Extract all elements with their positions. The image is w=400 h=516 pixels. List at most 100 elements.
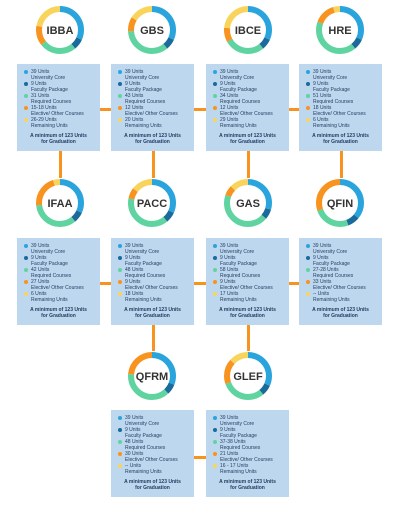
unit-label: Elective/ Other Courses (220, 457, 273, 463)
unit-item-core: 39 Units University Core (118, 243, 191, 255)
program-name: GBS (140, 25, 164, 37)
unit-value: 39 Units (125, 69, 144, 75)
unit-label: Faculty Package (125, 87, 162, 93)
unit-label: University Core (125, 249, 160, 255)
row-connector-line (17, 108, 382, 111)
unit-item-required: 42 Units Required Courses (24, 267, 97, 279)
unit-value: 30 Units (125, 451, 144, 457)
legend-dot-icon (118, 256, 122, 260)
unit-value: 9 Units (220, 81, 236, 87)
program-donut-qfin: QFIN (315, 178, 365, 228)
program-card-qfin: 39 Units University Core 9 Units Faculty Pa… (299, 238, 382, 325)
unit-item-elective: 27 Units Elective/ Other Courses (24, 279, 97, 291)
legend-dot-icon (306, 268, 310, 272)
graduation-requirement: A minimum of 123 Units for Graduation (312, 133, 369, 145)
legend-dot-icon (306, 244, 310, 248)
unit-label: Required Courses (220, 445, 261, 451)
donut-segment-remaining (36, 6, 84, 54)
vertical-connector (152, 325, 155, 353)
donut-segment-remaining (224, 352, 272, 400)
legend-dot-icon (118, 106, 122, 110)
unit-value: 9 Units (125, 81, 141, 87)
legend-dot-icon (24, 94, 28, 98)
unit-value: 15-18 Units (31, 105, 57, 111)
unit-value: 39 Units (31, 69, 50, 75)
legend-dot-icon (118, 292, 122, 296)
unit-label: Required Courses (125, 99, 166, 105)
program-donut-pacc: PACC (127, 178, 177, 228)
unit-item-required: 37-38 Units Required Courses (213, 439, 286, 451)
unit-value: 37-38 Units (220, 439, 246, 445)
unit-value: 58 Units (220, 267, 239, 273)
unit-label: University Core (220, 421, 255, 427)
donut-segment-elective (224, 6, 272, 54)
unit-label: Remaining Units (31, 123, 68, 129)
unit-value: 39 Units (31, 243, 50, 249)
legend-dot-icon (306, 82, 310, 86)
unit-label: Faculty Package (220, 261, 257, 267)
unit-value: 39 Units (220, 69, 239, 75)
unit-item-core: 39 Units University Core (213, 69, 286, 81)
legend-dot-icon (24, 268, 28, 272)
unit-label: University Core (125, 75, 160, 81)
unit-value: 9 Units (31, 81, 47, 87)
unit-value: 29 Units (220, 117, 239, 123)
unit-item-required: 48 Units Required Courses (118, 439, 191, 451)
program-name: HRE (328, 25, 351, 37)
legend-dot-icon (213, 106, 217, 110)
program-name: IFAA (47, 198, 72, 210)
unit-item-elective: 12 Units Elective/ Other Courses (118, 105, 191, 117)
program-donut-ibce: IBCE (223, 5, 273, 55)
unit-item-elective: 18 Units Elective/ Other Courses (306, 105, 379, 117)
unit-label: Remaining Units (220, 297, 257, 303)
unit-value: 9 Units (313, 81, 329, 87)
unit-item-elective: 21 Units Elective/ Other Courses (213, 451, 286, 463)
unit-value: 39 Units (125, 243, 144, 249)
donut-segment-required (316, 179, 364, 227)
graduation-requirement: A minimum of 123 Units for Graduation (124, 307, 181, 319)
graduation-requirement: A minimum of 123 Units for Graduation (219, 307, 276, 319)
unit-label: Required Courses (125, 445, 166, 451)
program-name: GAS (236, 198, 260, 210)
unit-item-elective: 30 Units Elective/ Other Courses (118, 451, 191, 463)
legend-dot-icon (24, 82, 28, 86)
unit-label: Faculty Package (313, 261, 350, 267)
legend-dot-icon (118, 94, 122, 98)
unit-item-remaining: -- Units Remaining Units (118, 463, 191, 475)
unit-label: Elective/ Other Courses (220, 111, 273, 117)
unit-value: 17 Units (220, 291, 239, 297)
legend-dot-icon (118, 268, 122, 272)
unit-item-elective: 9 Units Elective/ Other Courses (118, 279, 191, 291)
unit-label: University Core (31, 75, 66, 81)
unit-item-remaining: 29 Units Remaining Units (213, 117, 286, 129)
unit-item-faculty: 9 Units Faculty Package (306, 81, 379, 93)
unit-value: 12 Units (125, 105, 144, 111)
unit-value: 39 Units (313, 243, 332, 249)
legend-dot-icon (213, 82, 217, 86)
donut-segment-remaining (128, 6, 176, 54)
unit-value: 27-28 Units (313, 267, 339, 273)
donut-segment-elective (316, 179, 364, 227)
unit-label: Remaining Units (125, 297, 162, 303)
unit-value: 9 Units (220, 279, 236, 285)
unit-value: 21 Units (220, 451, 239, 457)
legend-dot-icon (24, 70, 28, 74)
program-donut-gbs: GBS (127, 5, 177, 55)
legend-dot-icon (118, 464, 122, 468)
unit-value: 6 Units (313, 117, 329, 123)
unit-value: 39 Units (125, 415, 144, 421)
donut-segment-elective (128, 6, 176, 54)
legend-dot-icon (213, 256, 217, 260)
unit-item-faculty: 9 Units Faculty Package (24, 255, 97, 267)
unit-item-faculty: 9 Units Faculty Package (118, 427, 191, 439)
program-card-gas: 39 Units University Core 9 Units Faculty Pa… (206, 238, 289, 325)
unit-item-faculty: 9 Units Faculty Package (118, 81, 191, 93)
legend-dot-icon (118, 244, 122, 248)
vertical-connector (247, 325, 250, 353)
unit-label: University Core (313, 75, 348, 81)
donut-segment-remaining (36, 179, 84, 227)
unit-item-elective: 33 Units Elective/ Other Courses (306, 279, 379, 291)
unit-item-faculty: 9 Units Faculty Package (213, 255, 286, 267)
unit-item-required: 31 Units Required Courses (24, 93, 97, 105)
unit-value: 39 Units (220, 415, 239, 421)
